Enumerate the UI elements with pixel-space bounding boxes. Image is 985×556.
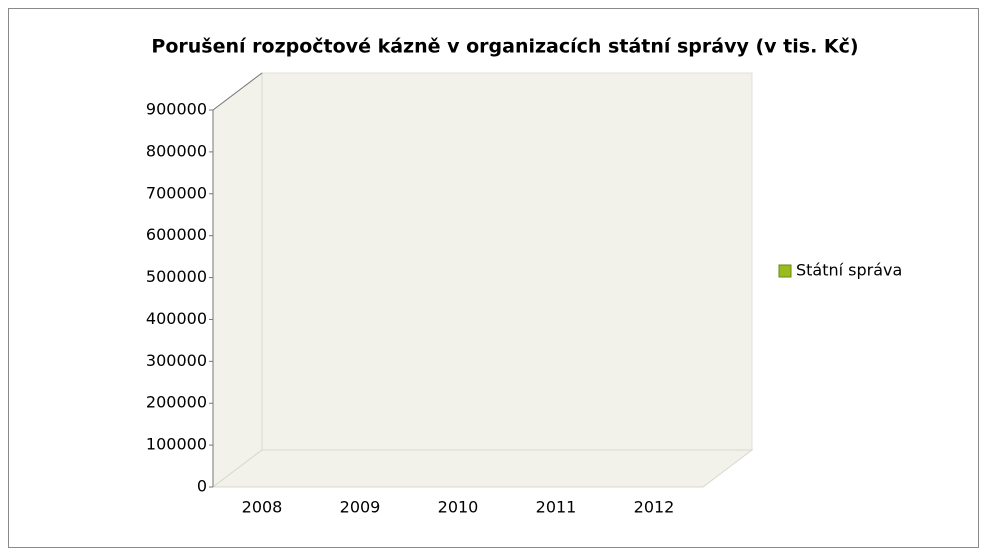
x-tick-label: 2009: [340, 498, 381, 517]
x-tick-label: 2010: [438, 498, 479, 517]
side-wall: [212, 71, 263, 489]
floor: [211, 449, 754, 488]
y-tick-label: 600000: [146, 225, 207, 244]
axis-edge: [212, 72, 263, 111]
y-tick-label: 100000: [146, 435, 207, 454]
legend-label: Státní správa: [796, 261, 902, 280]
x-tick-label: 2012: [634, 498, 675, 517]
y-tick-label: 0: [197, 477, 207, 496]
x-tick-label: 2011: [536, 498, 577, 517]
y-tick-label: 900000: [146, 100, 207, 119]
chart-title: Porušení rozpočtové kázně v organizacích…: [151, 36, 858, 58]
y-tick-label: 400000: [146, 309, 207, 328]
y-tick-label: 800000: [146, 141, 207, 160]
back-wall: [261, 72, 753, 451]
legend-swatch: [778, 264, 792, 278]
y-tick-label: 700000: [146, 183, 207, 202]
x-tick-label: 2008: [242, 498, 283, 517]
y-tick-label: 200000: [146, 393, 207, 412]
y-tick-label: 300000: [146, 351, 207, 370]
y-tick-label: 500000: [146, 267, 207, 286]
